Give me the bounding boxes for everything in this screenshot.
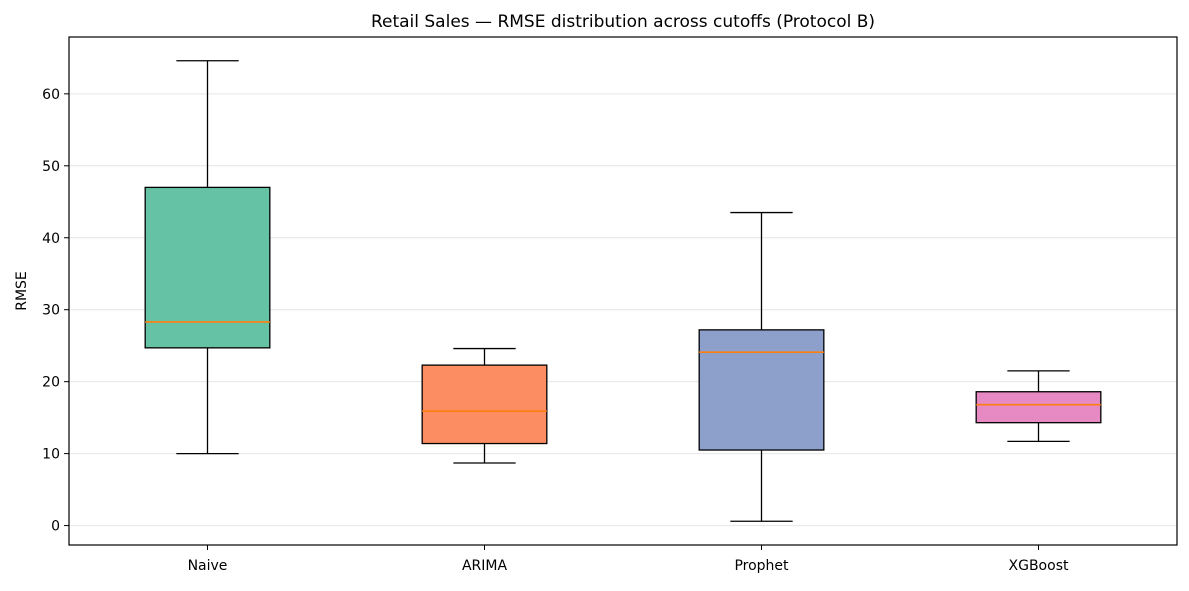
x-axis-ticks: Naive ARIMA Prophet XGBoost — [188, 545, 1069, 574]
box-arima — [421, 347, 548, 464]
box-prophet — [698, 211, 825, 522]
y-tick-label: 20 — [42, 375, 60, 391]
chart-title: Retail Sales — RMSE distribution across … — [371, 12, 875, 32]
x-tick-label: ARIMA — [462, 558, 508, 574]
box-xgboost — [975, 370, 1102, 443]
iqr-box — [421, 364, 548, 445]
x-tick-label: XGBoost — [1009, 558, 1069, 574]
plot-frame — [68, 36, 1178, 546]
y-axis-label: RMSE — [14, 271, 30, 311]
y-tick-label: 60 — [42, 87, 60, 103]
box-layer — [144, 60, 1102, 522]
box-naive — [144, 60, 271, 455]
iqr-box — [975, 391, 1102, 424]
iqr-box — [698, 329, 825, 451]
y-tick-label: 10 — [42, 447, 60, 463]
x-tick-label: Prophet — [734, 558, 789, 574]
y-tick-label: 40 — [42, 231, 60, 247]
x-tick-label: Naive — [188, 558, 228, 574]
iqr-box — [144, 186, 271, 349]
y-axis-ticks: 0 10 20 30 40 50 60 — [42, 87, 69, 535]
y-tick-label: 50 — [42, 159, 60, 175]
y-tick-label: 0 — [51, 519, 60, 535]
y-tick-label: 30 — [42, 303, 60, 319]
